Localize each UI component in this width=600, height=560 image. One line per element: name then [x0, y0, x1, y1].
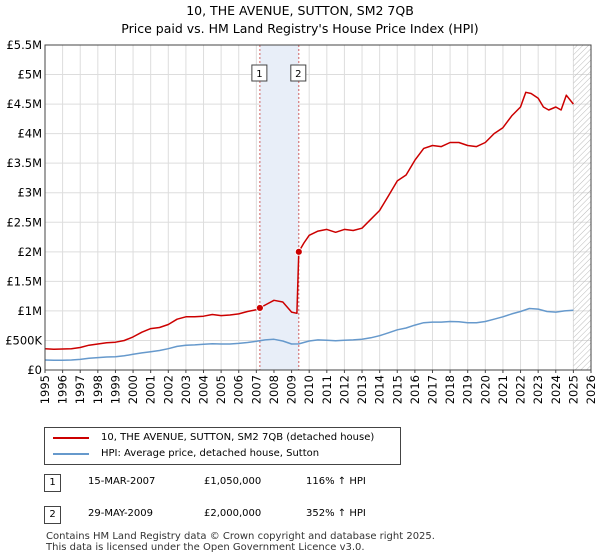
x-tick-label: 2012 — [337, 375, 351, 404]
legend-label-price: 10, THE AVENUE, SUTTON, SM2 7QB (detache… — [101, 432, 375, 443]
x-tick-label: 2011 — [320, 375, 334, 404]
transaction-date: 15-MAR-2007 — [88, 476, 156, 487]
x-tick-label: 2022 — [514, 375, 528, 404]
transaction-hpi: 116% ↑ HPI — [306, 476, 366, 487]
legend-label-hpi: HPI: Average price, detached house, Sutt… — [101, 448, 320, 459]
legend-swatch-price — [53, 437, 89, 439]
y-tick-label: £3.5M — [6, 156, 42, 170]
x-tick-label: 1998 — [91, 375, 105, 404]
x-tick-label: 2026 — [584, 375, 598, 404]
sale-label-number: 2 — [295, 69, 301, 80]
grid — [44, 44, 592, 371]
transaction-number: 2 — [44, 506, 61, 524]
footer-copyright: Contains HM Land Registry data © Crown c… — [46, 531, 435, 542]
x-tick-label: 2005 — [214, 375, 228, 404]
x-tick-label: 2017 — [425, 375, 439, 404]
y-tick-label: £5M — [17, 68, 42, 82]
footer-licence: This data is licensed under the Open Gov… — [46, 542, 365, 553]
x-tick-label: 2023 — [531, 375, 545, 404]
sale-label-box — [251, 64, 268, 82]
x-tick-label: 2021 — [496, 375, 510, 404]
x-tick-label: 2007 — [249, 375, 263, 404]
x-tick-label: 2010 — [302, 375, 316, 404]
x-tick-label: 2024 — [549, 375, 563, 404]
y-tick-label: £0 — [27, 363, 42, 377]
sale-point — [294, 247, 303, 256]
sale-period-shade — [259, 45, 300, 370]
chart-subtitle: Price paid vs. HM Land Registry's House … — [121, 21, 479, 36]
y-tick-label: £2.5M — [6, 215, 42, 229]
table-row: 1 15-MAR-2007 £1,050,000 116% ↑ HPI — [44, 474, 564, 492]
legend-swatch-hpi — [53, 453, 89, 455]
x-tick-label: 2003 — [179, 375, 193, 404]
legend: 10, THE AVENUE, SUTTON, SM2 7QB (detache… — [44, 427, 401, 465]
x-tick-label: 1995 — [38, 375, 52, 404]
y-tick-label: £5.5M — [6, 38, 42, 52]
y-tick-label: £1.5M — [6, 274, 42, 288]
y-tick-label: £4M — [17, 127, 42, 141]
x-tick-label: 2018 — [443, 375, 457, 404]
x-tick-label: 2025 — [566, 375, 580, 404]
y-tick-label: £3M — [17, 186, 42, 200]
price-paid-line — [44, 91, 574, 351]
x-tick-label: 2014 — [373, 375, 387, 404]
transaction-price: £2,000,000 — [204, 508, 262, 519]
sale-label-number: 1 — [256, 69, 262, 80]
x-tick-label: 2008 — [267, 375, 281, 404]
hpi-line — [44, 307, 574, 362]
table-row: 2 29-MAY-2009 £2,000,000 352% ↑ HPI — [44, 506, 564, 524]
x-tick-label: 2019 — [461, 375, 475, 404]
forecast-hatch — [573, 45, 591, 370]
sale-point — [255, 304, 264, 312]
transaction-number: 1 — [44, 474, 61, 492]
x-tick-label: 2013 — [355, 375, 369, 404]
y-tick-label: £2M — [17, 245, 42, 259]
chart-title: 10, THE AVENUE, SUTTON, SM2 7QB — [186, 3, 414, 18]
transaction-price: £1,050,000 — [204, 476, 262, 487]
y-tick-label: £4.5M — [6, 97, 42, 111]
price-chart: £0 £500K £1M £1.5M £2M £2.5M £3M £3.5M £4M £4.5M £… — [5, 38, 598, 404]
sale-label-box — [290, 64, 307, 82]
shaded-region — [259, 45, 299, 370]
x-tick-label: 2009 — [285, 375, 299, 404]
x-tick-label: 2004 — [197, 375, 211, 404]
hatched-region — [573, 45, 591, 370]
x-tick-label: 2002 — [161, 375, 175, 404]
x-tick-label: 2001 — [144, 375, 158, 404]
x-tick-label: 2000 — [126, 375, 140, 404]
y-tick-label: £1M — [17, 304, 42, 318]
axis-frame — [44, 44, 592, 371]
transaction-hpi: 352% ↑ HPI — [306, 508, 366, 519]
series-layer — [44, 91, 574, 362]
x-tick-label: 1997 — [73, 375, 87, 404]
footer: Contains HM Land Registry data © Crown c… — [46, 531, 435, 553]
axes: £0 £500K £1M £1.5M £2M £2.5M £3M £3.5M £4M £4.5M £… — [5, 38, 598, 404]
transaction-date: 29-MAY-2009 — [88, 508, 154, 519]
plot-area — [45, 45, 591, 370]
x-tick-label: 1999 — [108, 375, 122, 404]
x-tick-label: 2015 — [390, 375, 404, 404]
y-tick-label: £500K — [5, 333, 42, 347]
x-tick-label: 2006 — [232, 375, 246, 404]
x-tick-label: 2020 — [478, 375, 492, 404]
x-tick-label: 2016 — [408, 375, 422, 404]
x-tick-label: 1996 — [56, 375, 70, 404]
